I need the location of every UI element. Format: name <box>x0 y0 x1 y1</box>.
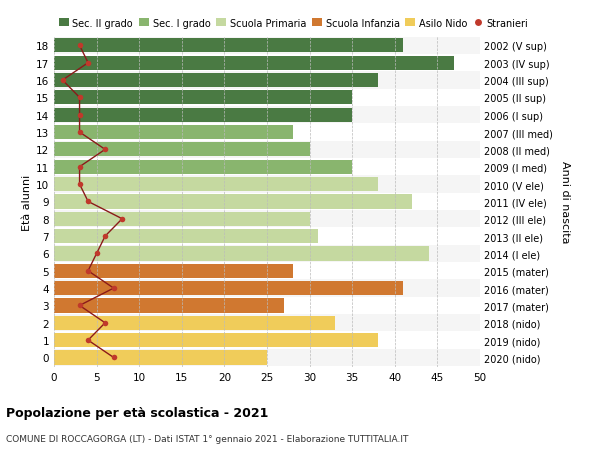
Bar <box>54 281 403 296</box>
Text: Popolazione per età scolastica - 2021: Popolazione per età scolastica - 2021 <box>6 406 268 419</box>
Bar <box>54 126 293 140</box>
Bar <box>54 351 267 365</box>
Point <box>75 112 85 119</box>
Bar <box>54 160 352 174</box>
Bar <box>54 211 480 228</box>
Point <box>83 268 93 275</box>
Point <box>75 164 85 171</box>
Point <box>75 43 85 50</box>
Point <box>58 77 67 84</box>
Y-axis label: Anni di nascita: Anni di nascita <box>560 161 570 243</box>
Bar <box>54 159 480 176</box>
Bar <box>54 72 480 90</box>
Bar <box>54 314 480 332</box>
Bar <box>54 124 480 141</box>
Point <box>100 319 110 327</box>
Bar <box>54 107 480 124</box>
Bar <box>54 108 352 123</box>
Point <box>109 354 118 361</box>
Bar <box>54 91 352 105</box>
Bar <box>54 178 378 192</box>
Text: COMUNE DI ROCCAGORGA (LT) - Dati ISTAT 1° gennaio 2021 - Elaborazione TUTTITALIA: COMUNE DI ROCCAGORGA (LT) - Dati ISTAT 1… <box>6 434 409 443</box>
Point <box>75 181 85 188</box>
Bar <box>54 195 412 209</box>
Bar <box>54 247 429 261</box>
Y-axis label: Età alunni: Età alunni <box>22 174 32 230</box>
Point <box>118 216 127 223</box>
Point <box>83 337 93 344</box>
Point <box>100 146 110 154</box>
Bar <box>54 141 480 159</box>
Bar <box>54 333 378 347</box>
Bar <box>54 332 480 349</box>
Point <box>75 302 85 309</box>
Bar <box>54 143 310 157</box>
Point <box>92 250 101 257</box>
Point <box>83 60 93 67</box>
Bar <box>54 245 480 263</box>
Bar <box>54 74 378 88</box>
Bar <box>54 38 480 55</box>
Bar <box>54 39 403 53</box>
Point <box>109 285 118 292</box>
Point <box>75 95 85 102</box>
Point <box>75 129 85 136</box>
Bar <box>54 280 480 297</box>
Bar <box>54 230 318 244</box>
Bar <box>54 299 284 313</box>
Bar <box>54 56 454 71</box>
Bar <box>54 264 293 278</box>
Bar <box>54 55 480 72</box>
Bar <box>54 349 480 366</box>
Point <box>100 233 110 240</box>
Legend: Sec. II grado, Sec. I grado, Scuola Primaria, Scuola Infanzia, Asilo Nido, Stran: Sec. II grado, Sec. I grado, Scuola Prim… <box>59 18 529 28</box>
Bar <box>54 316 335 330</box>
Bar <box>54 297 480 314</box>
Bar <box>54 193 480 211</box>
Point <box>83 198 93 206</box>
Bar <box>54 212 310 226</box>
Bar <box>54 263 480 280</box>
Bar <box>54 176 480 193</box>
Bar <box>54 228 480 245</box>
Bar <box>54 90 480 107</box>
